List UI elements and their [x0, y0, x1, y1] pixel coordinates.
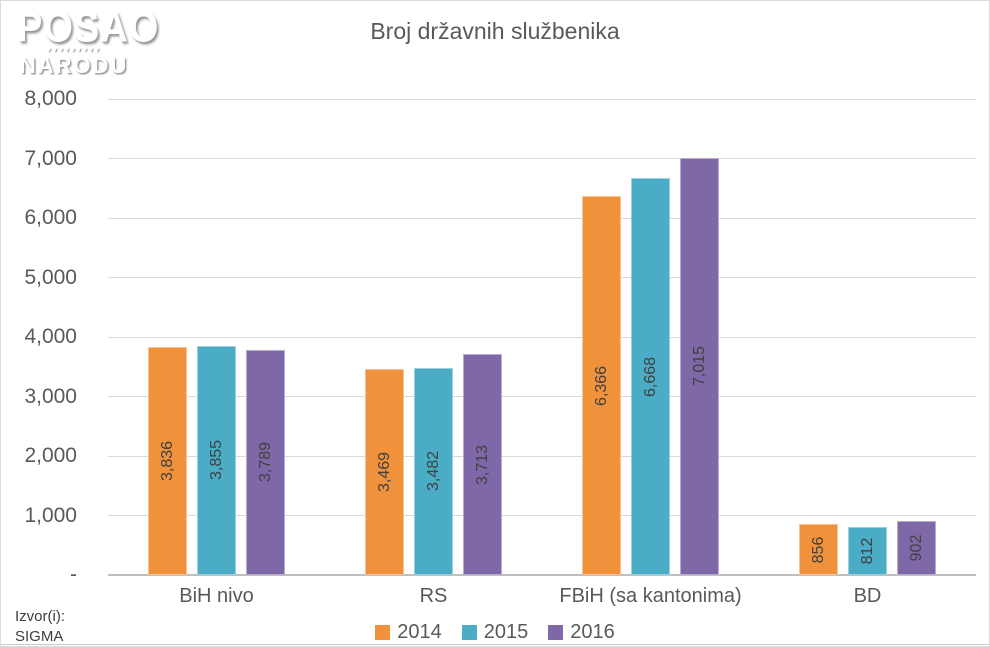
y-tick-label: 8,000	[24, 87, 77, 110]
chart-legend: 2014 2015 2016	[1, 620, 989, 644]
bar-value-label: 6,366	[592, 365, 610, 406]
bar-value-label: 3,482	[424, 451, 442, 492]
source-value: SIGMA	[15, 627, 64, 645]
plot-area: 3,836 3,855 3,789 3,469 3,482 3,713 6,366 6,668…	[108, 98, 976, 576]
bar-value-label: 812	[858, 537, 876, 565]
legend-label: 2014	[397, 620, 442, 643]
x-category-label: RS	[419, 585, 448, 607]
legend-swatch-icon	[461, 624, 477, 640]
gridline	[108, 277, 976, 278]
y-tick-label: 3,000	[24, 384, 77, 408]
legend-label: 2016	[570, 620, 615, 643]
bar-value-label: 6,668	[641, 356, 659, 397]
x-category-label: BD	[853, 585, 882, 607]
bar-value-label: 902	[907, 534, 925, 562]
gridline	[108, 217, 976, 219]
gridline	[108, 455, 976, 457]
y-tick-label: 4,000	[24, 325, 77, 348]
bar: 6,366	[582, 196, 621, 575]
legend-swatch-icon	[375, 624, 391, 640]
bar: 3,855	[197, 345, 236, 575]
bar-value-label: 3,469	[375, 451, 393, 492]
bar: 902	[897, 521, 936, 575]
bar: 3,836	[148, 346, 187, 575]
bar: 3,713	[463, 354, 502, 575]
bar: 3,469	[365, 368, 404, 575]
gridline	[108, 336, 976, 338]
logo-separator-dots: ▾▾▾▾▾▾▾▾▾	[46, 45, 102, 54]
legend-item: 2016	[548, 621, 615, 644]
bar: 812	[848, 526, 887, 575]
y-axis-labels: - 1,000 2,000 3,000 4,000 5,000 6,000 7,000 8,00…	[1, 1, 77, 646]
legend-swatch-icon	[548, 624, 564, 640]
bar-value-label: 3,836	[158, 440, 176, 481]
y-tick-label: 7,000	[24, 146, 77, 170]
logo-text-narodu: NARODU	[19, 53, 129, 78]
gridline	[108, 98, 976, 100]
bar: 856	[799, 524, 838, 575]
gridline	[108, 396, 976, 397]
gridline	[108, 158, 976, 159]
y-tick-label: -	[70, 563, 77, 586]
legend-item: 2014	[375, 621, 442, 644]
chart-title: Broj državnih službenika	[370, 18, 620, 44]
gridline	[108, 515, 976, 516]
bar: 6,668	[631, 178, 670, 575]
x-category-label: BiH nivo	[179, 585, 254, 607]
source-label: Izvor(i):	[15, 608, 65, 625]
legend-item: 2015	[461, 620, 529, 644]
y-tick-label: 2,000	[24, 444, 77, 467]
bar-value-label: 3,713	[473, 444, 491, 485]
x-axis-line	[108, 574, 976, 576]
x-category-label: FBiH (sa kantonima)	[559, 585, 742, 607]
y-tick-label: 6,000	[24, 206, 77, 229]
bottom-divider	[1, 644, 989, 645]
source-note: Izvor(i): SIGMA	[15, 607, 65, 646]
y-tick-label: 1,000	[24, 503, 77, 527]
bar-value-label: 7,015	[690, 346, 708, 387]
bar-value-label: 856	[809, 536, 827, 563]
bar-value-label: 3,855	[207, 440, 225, 481]
bar-value-label: 3,789	[256, 442, 274, 483]
bar: 3,789	[246, 349, 285, 575]
legend-label: 2015	[483, 620, 529, 643]
x-axis-labels: BiH nivo RS FBiH (sa kantonima) BD	[108, 585, 976, 615]
bar: 3,482	[414, 367, 453, 575]
bar: 7,015	[680, 157, 719, 575]
y-tick-label: 5,000	[24, 265, 77, 289]
